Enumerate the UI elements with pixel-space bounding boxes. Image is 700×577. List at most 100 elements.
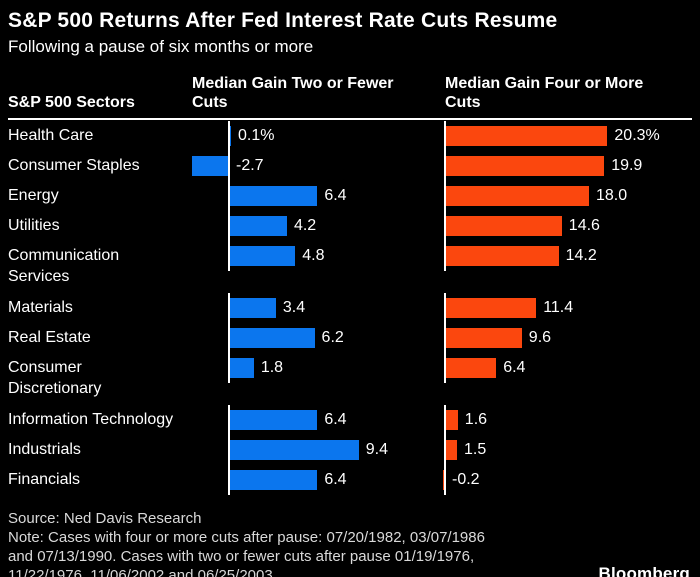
bar-two-or-fewer [229, 126, 231, 146]
bar-cell-four-or-more: 14.2 [444, 241, 692, 293]
note-text-line-3: 11/22/1976, 11/06/2002 and 06/25/2003. [8, 567, 277, 577]
chart-row: Health Care 0.1% 20.3% [8, 121, 692, 151]
chart-subtitle: Following a pause of six months or more [8, 37, 314, 56]
bar-two-or-fewer [229, 186, 318, 206]
zero-baseline-four-or-more [444, 405, 446, 435]
zero-baseline-four-or-more [444, 435, 446, 465]
bar-cell-four-or-more: 1.6 [444, 405, 692, 435]
chart-row: Consumer Discretionary 1.8 6.4 [8, 353, 692, 405]
zero-baseline-four-or-more [444, 121, 446, 151]
value-label-four-or-more: 1.5 [464, 441, 487, 458]
bar-four-or-more [445, 358, 497, 378]
bar-four-or-more [445, 156, 605, 176]
value-label-two-or-fewer: 1.8 [260, 359, 284, 376]
zero-baseline-four-or-more [444, 151, 446, 181]
zero-baseline-two-or-fewer [228, 151, 230, 181]
value-label-two-or-fewer: -2.7 [236, 157, 264, 174]
zero-baseline-two-or-fewer [228, 121, 230, 151]
bar-cell-two-or-fewer: 1.8 [192, 353, 445, 405]
value-label-four-or-more: 14.6 [568, 217, 600, 234]
column-header-sectors: S&P 500 Sectors [8, 94, 135, 111]
bar-four-or-more [445, 410, 458, 430]
sector-label: Materials [8, 299, 73, 316]
value-label-four-or-more: 1.6 [464, 411, 488, 428]
bar-cell-two-or-fewer: 4.8 [192, 241, 445, 293]
value-label-four-or-more: -0.2 [452, 471, 480, 488]
bar-cell-four-or-more: 11.4 [444, 293, 692, 323]
zero-baseline-two-or-fewer [228, 181, 230, 211]
value-label-four-or-more: 18.0 [596, 187, 628, 204]
chart-row: Financials 6.4 -0.2 [8, 465, 692, 495]
bar-cell-two-or-fewer: 6.4 [192, 465, 445, 495]
value-label-four-or-more: 14.2 [565, 247, 597, 264]
bar-cell-four-or-more: -0.2 [443, 465, 692, 495]
chart-row: Utilities 4.2 14.6 [8, 211, 692, 241]
chart-row: Materials 3.4 11.4 [8, 293, 692, 323]
sector-label: Energy [8, 187, 59, 204]
sector-label: Consumer Staples [8, 157, 140, 174]
value-label-two-or-fewer: 9.4 [365, 441, 388, 458]
bar-two-or-fewer [229, 216, 287, 236]
bar-cell-four-or-more: 14.6 [444, 211, 692, 241]
sector-label: Information Technology [8, 411, 174, 428]
bloomberg-logo: Bloomberg [598, 564, 690, 577]
bar-cell-two-or-fewer: 6.2 [192, 323, 445, 353]
chart-row: Information Technology 6.4 1.6 [8, 405, 692, 435]
bar-two-or-fewer [229, 440, 359, 460]
column-headers: S&P 500 Sectors Median Gain Two or Fewer… [8, 68, 692, 112]
bar-four-or-more [445, 246, 559, 266]
zero-baseline-two-or-fewer [228, 211, 230, 241]
value-label-four-or-more: 11.4 [543, 299, 574, 316]
value-label-four-or-more: 20.3% [614, 127, 660, 144]
header-rule [8, 118, 692, 120]
bar-two-or-fewer [229, 298, 276, 318]
chart-row: Industrials 9.4 1.5 [8, 435, 692, 465]
zero-baseline-two-or-fewer [228, 323, 230, 353]
chart-title: S&P 500 Returns After Fed Interest Rate … [8, 9, 558, 32]
bar-cell-two-or-fewer: 4.2 [192, 211, 445, 241]
bar-cell-two-or-fewer: 3.4 [192, 293, 445, 323]
bar-four-or-more [445, 328, 522, 348]
value-label-two-or-fewer: 4.2 [293, 217, 317, 234]
bar-four-or-more [445, 298, 537, 318]
bar-two-or-fewer [229, 470, 318, 490]
value-label-two-or-fewer: 6.2 [321, 329, 344, 346]
bar-two-or-fewer [229, 358, 254, 378]
note-text-line-2: and 07/13/1990. Cases with two or fewer … [8, 548, 475, 565]
sector-label: Health Care [8, 127, 94, 144]
zero-baseline-four-or-more [444, 353, 446, 383]
bar-four-or-more [445, 440, 457, 460]
sector-label: Financials [8, 471, 81, 488]
bar-two-or-fewer [229, 246, 296, 266]
zero-baseline-four-or-more [444, 465, 446, 495]
bar-two-or-fewer [229, 410, 318, 430]
bar-four-or-more [445, 126, 608, 146]
bar-cell-two-or-fewer: -2.7 [191, 151, 445, 181]
bar-cell-two-or-fewer: 9.4 [192, 435, 445, 465]
value-label-two-or-fewer: 6.4 [324, 411, 347, 428]
value-label-two-or-fewer: 6.4 [324, 471, 347, 488]
bar-cell-two-or-fewer: 6.4 [192, 181, 445, 211]
bar-cell-four-or-more: 1.5 [444, 435, 692, 465]
chart-row: Communication Services 4.8 14.2 [8, 241, 692, 293]
zero-baseline-two-or-fewer [228, 241, 230, 271]
sector-label: Industrials [8, 441, 81, 458]
sector-label: Real Estate [8, 329, 91, 346]
bar-cell-four-or-more: 19.9 [444, 151, 692, 181]
sector-label: Consumer Discretionary [8, 359, 102, 397]
zero-baseline-four-or-more [444, 293, 446, 323]
value-label-four-or-more: 6.4 [503, 359, 526, 376]
value-label-two-or-fewer: 4.8 [302, 247, 325, 264]
value-label-four-or-more: 19.9 [611, 157, 643, 174]
bar-cell-two-or-fewer: 0.1% [192, 121, 445, 151]
zero-baseline-two-or-fewer [228, 435, 230, 465]
zero-baseline-two-or-fewer [228, 293, 230, 323]
zero-baseline-four-or-more [444, 181, 446, 211]
chart-row: Consumer Staples -2.7 19.9 [8, 151, 692, 181]
bar-four-or-more [445, 216, 562, 236]
zero-baseline-four-or-more [444, 211, 446, 241]
zero-baseline-two-or-fewer [228, 405, 230, 435]
bar-two-or-fewer [191, 156, 229, 176]
value-label-two-or-fewer: 6.4 [324, 187, 347, 204]
